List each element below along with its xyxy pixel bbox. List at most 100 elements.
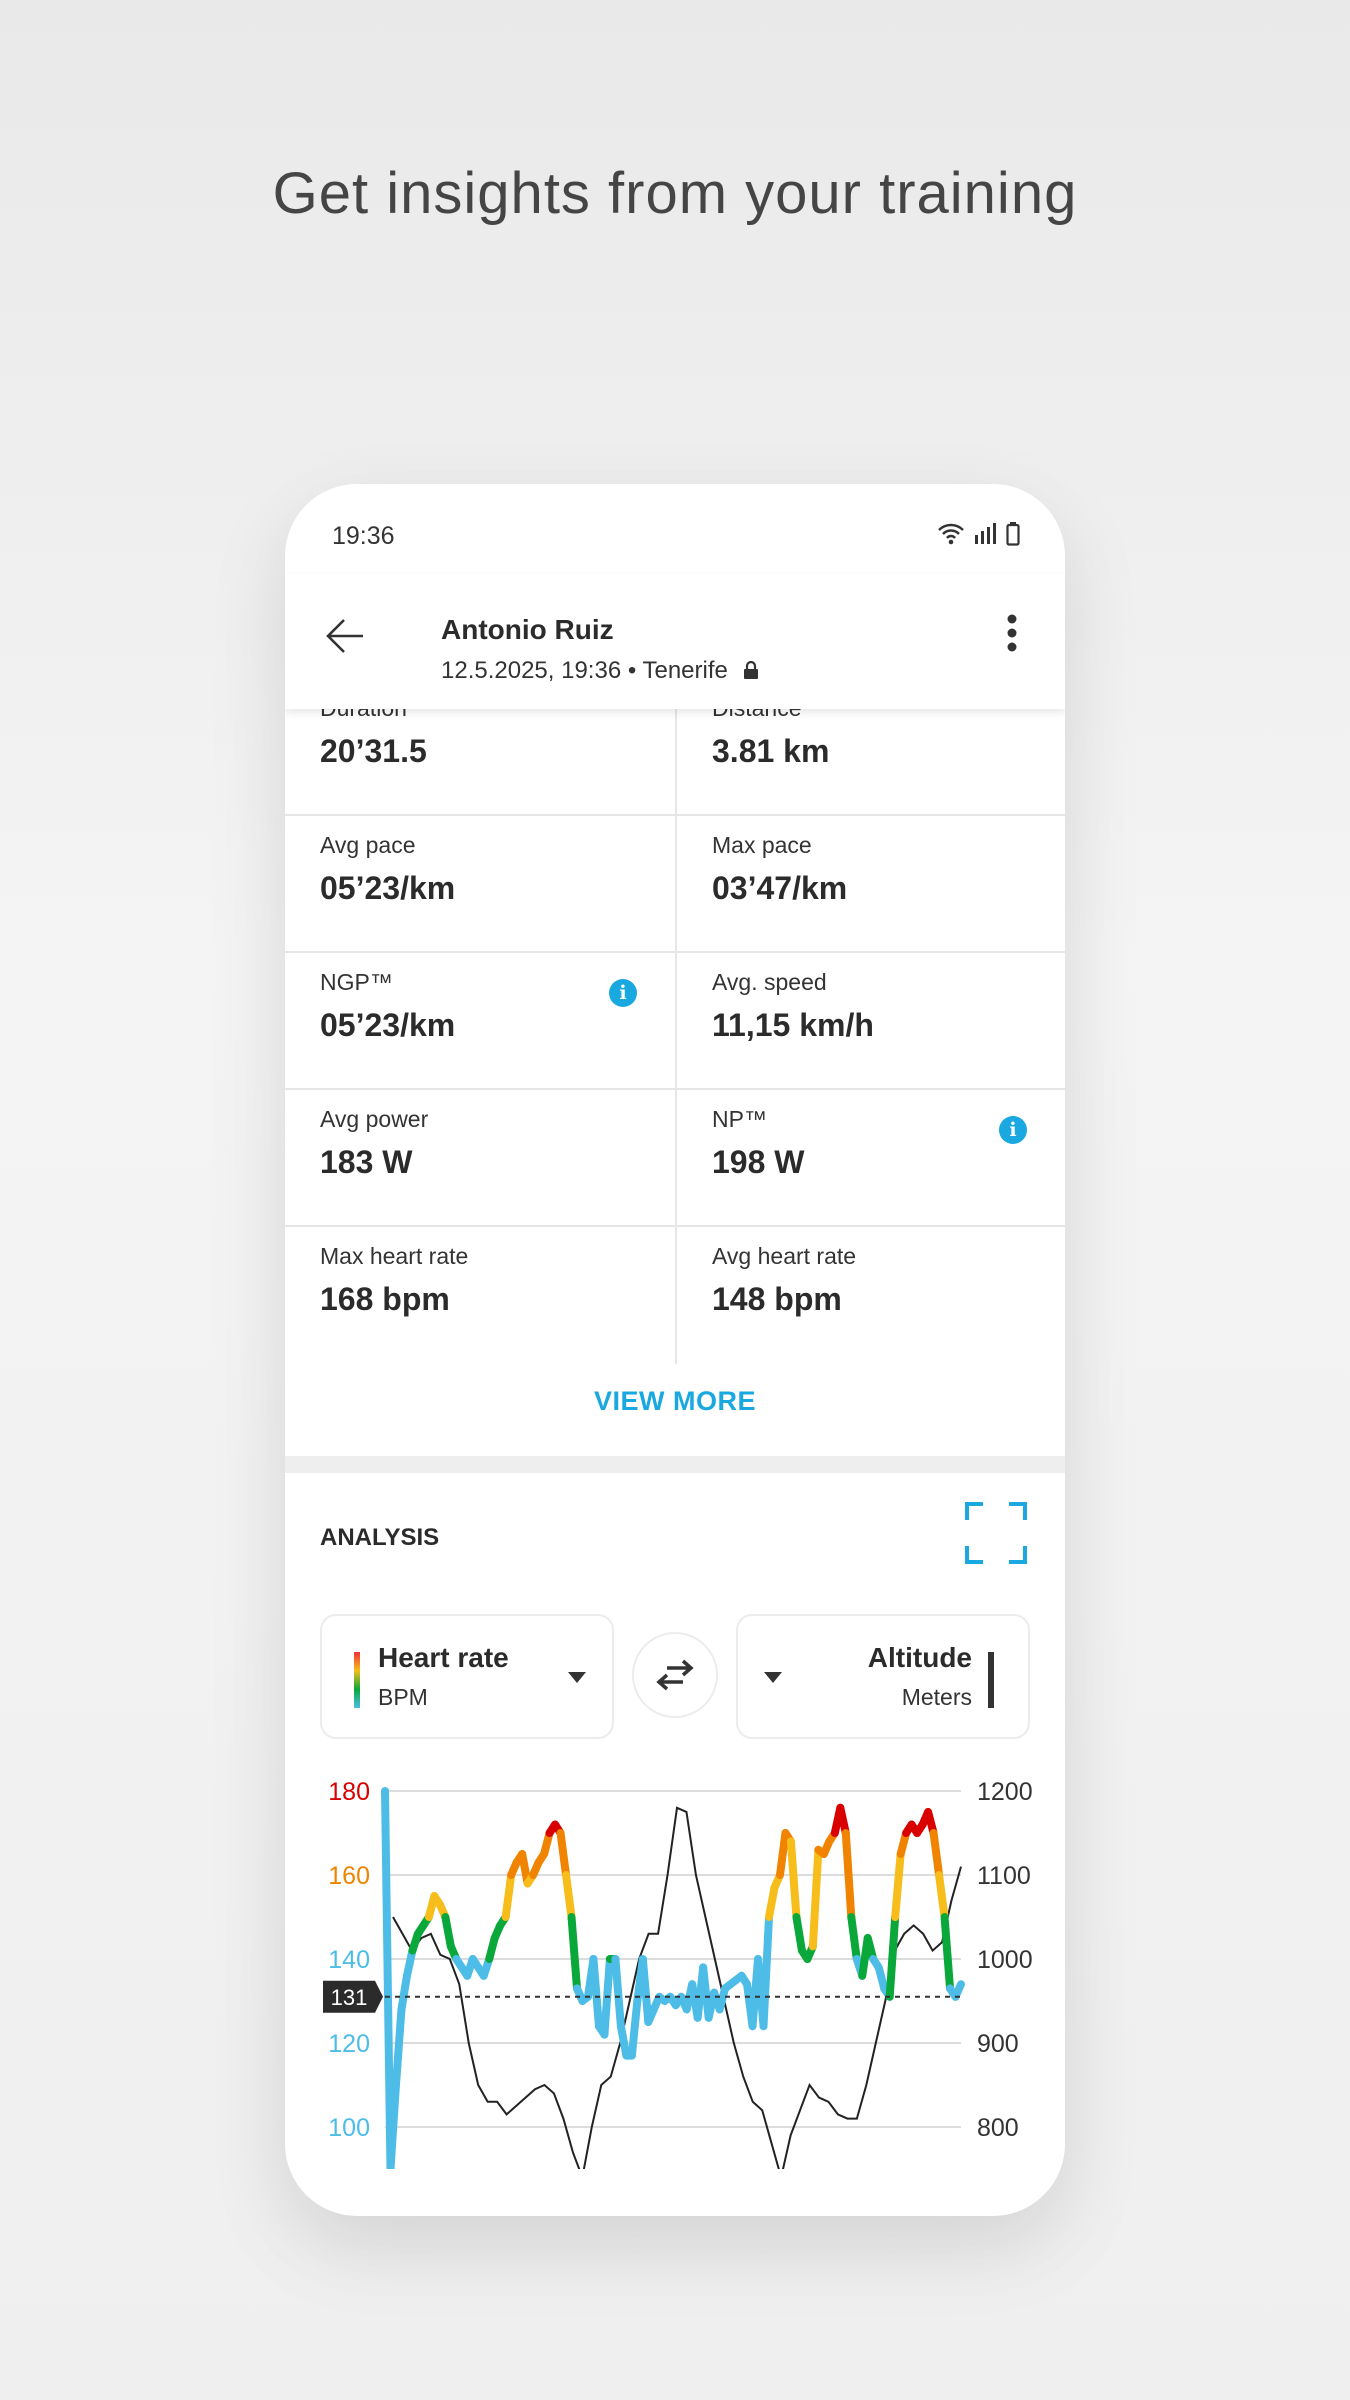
stat-label: Avg pace [320,832,416,858]
heart-rate-segment [402,1946,417,1980]
stat-label: Max pace [712,832,812,858]
heart-rate-segment [556,1829,571,1879]
heart-rate-segment [786,1837,801,1921]
heart-rate-segment [841,1829,856,1921]
right-axis-tick: 1200 [977,1778,1033,1806]
left-axis-selector[interactable]: Heart rate BPM [320,1614,614,1739]
more-options-icon[interactable] [1006,614,1018,654]
heart-rate-segment [611,1955,625,2031]
stat-ngp: NGP™ 05’23/km i [285,953,675,1090]
stat-avg-power: Avg power 183 W [285,1090,675,1227]
swap-axes-button[interactable] [632,1632,718,1718]
stat-value: 20’31.5 [320,733,427,769]
workout-subtitle: 12.5.2025, 19:36 • Tenerife [441,657,759,685]
stat-label: NP™ [712,1106,767,1132]
back-arrow-icon[interactable] [325,618,365,654]
analysis-chart[interactable]: 180 1200 160 1100 140 1000 120 900 100 800 131 [285,1754,1065,2174]
heart-rate-segment [562,1871,576,1921]
left-selector-unit: BPM [378,1684,428,1710]
stat-avg-speed: Avg. speed 11,15 km/h [675,953,1065,1090]
heart-rate-segment [381,1787,395,2169]
stat-value: 183 W [320,1144,413,1180]
average-marker [323,1980,383,2013]
fullscreen-icon[interactable] [965,1502,1027,1564]
status-time: 19:36 [332,522,395,550]
heart-rate-segment [589,1955,603,2031]
stat-value: 168 bpm [320,1281,450,1317]
stat-value: 3.81 km [712,733,830,769]
heart-rate-segment [951,1980,965,2001]
status-icons [938,522,1020,546]
chevron-down-icon [568,1672,586,1683]
stat-value: 03’47/km [712,870,848,906]
heart-rate-segment [616,2022,631,2060]
heart-rate-segment [792,1913,806,1955]
right-axis-tick: 1100 [977,1862,1031,1890]
stat-avg-pace: Avg pace 05’23/km [285,816,675,953]
heart-rate-segment [441,1913,455,1951]
heart-rate-segment [386,2081,400,2169]
right-axis-tick: 900 [977,2030,1019,2058]
chart-plot [381,1787,965,2169]
stat-value: 05’23/km [320,1007,456,1043]
analysis-title: ANALYSIS [320,1524,440,1551]
swap-icon [656,1659,694,1691]
workout-date-location: 12.5.2025, 19:36 • Tenerife [441,657,728,684]
heart-rate-segment [940,1913,955,1993]
left-axis-tick: 160 [328,1862,370,1890]
heart-rate-zone-legend [354,1652,360,1708]
info-icon[interactable]: i [609,979,637,1007]
heart-rate-segment [885,1913,900,2001]
signal-icon [975,523,996,544]
left-axis-tick: 180 [328,1778,370,1806]
heart-rate-segment [759,1913,773,2031]
stat-value: 11,15 km/h [712,1007,874,1043]
heart-rate-segment [627,1997,642,2060]
heart-rate-segment [765,1883,779,1921]
heart-rate-segment [775,1829,790,1879]
stat-value: 198 W [712,1144,805,1180]
stat-np: NP™ 198 W i [675,1090,1065,1227]
athlete-name: Antonio Ruiz [441,614,614,645]
view-more-button[interactable]: VIEW MORE [593,1386,756,1416]
heart-rate-segment [567,1913,581,1993]
heart-rate-segment [891,1850,905,1921]
right-axis-tick: 800 [977,2114,1019,2142]
heart-rate-segment [836,1803,850,1837]
right-axis-tick: 1000 [977,1946,1033,1974]
stat-max-heart-rate: Max heart rate 168 bpm [285,1227,675,1364]
stat-label: Avg heart rate [712,1243,857,1269]
heart-rate-segment [391,2005,406,2089]
heart-rate-segment [808,1845,823,1951]
section-divider [285,1456,1065,1473]
battery-icon [1006,522,1020,546]
stat-value: 148 bpm [712,1281,842,1317]
left-axis-tick: 120 [328,2030,370,2058]
stat-avg-heart-rate: Avg heart rate 148 bpm [675,1227,1065,1364]
right-selector-unit: Meters [901,1684,972,1710]
info-icon[interactable]: i [999,1116,1027,1144]
right-axis-selector[interactable]: Altitude Meters [736,1614,1030,1739]
app-bar: Antonio Ruiz 12.5.2025, 19:36 • Tenerife [285,574,1065,709]
right-selector-title: Altitude [867,1642,972,1673]
stat-label: Avg. speed [712,969,827,995]
phone-screen: 19:36 Antonio Ruiz 12.5.2025, 19:36 • Te… [285,484,1065,2216]
heart-rate-segment [501,1871,516,1921]
stat-max-pace: Max pace 03’47/km [675,816,1065,953]
left-axis-tick: 100 [328,2114,370,2142]
wifi-icon [938,523,964,545]
average-marker-label: 131 [331,1985,368,2010]
stat-value: 05’23/km [320,870,456,906]
heart-rate-segment [929,1829,944,1879]
heart-rate-segment [638,1955,653,2026]
left-axis-tick: 140 [328,1946,370,1974]
altitude-line [392,1806,962,2169]
headline: Get insights from your training [272,161,1078,226]
altitude-legend-swatch [988,1652,994,1708]
stat-label: NGP™ [320,969,393,995]
heart-rate-segment [847,1913,861,1963]
stat-label: Avg power [320,1106,429,1132]
left-selector-title: Heart rate [378,1642,509,1673]
heart-rate-segment [935,1871,949,1921]
